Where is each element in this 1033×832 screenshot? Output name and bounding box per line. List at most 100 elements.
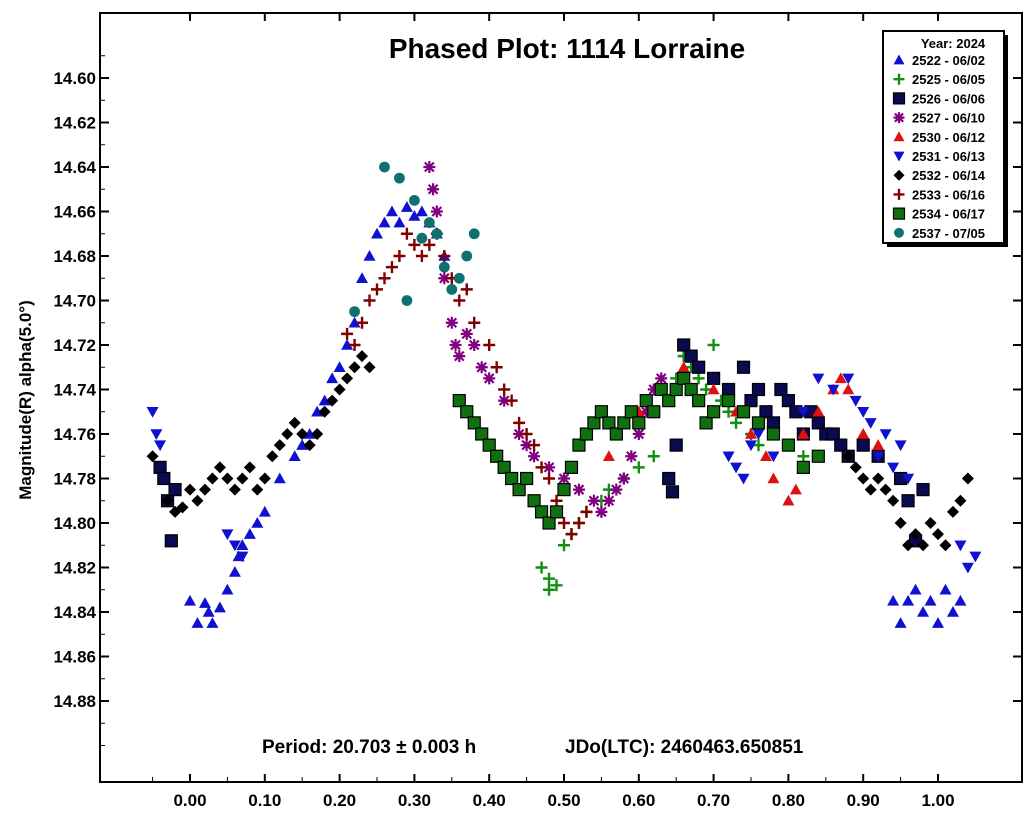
data-point: [766, 416, 781, 430]
data-point: [535, 561, 548, 574]
data-point: [400, 227, 413, 240]
data-point: [371, 283, 383, 296]
data-point: [558, 539, 570, 552]
data-point: [751, 416, 766, 430]
data-point: [348, 361, 361, 374]
data-point: [774, 382, 788, 397]
data-point: [438, 250, 451, 262]
data-point: [617, 472, 630, 485]
data-point: [797, 406, 810, 418]
data-point: [864, 418, 877, 429]
data-point: [438, 261, 450, 273]
data-point: [744, 394, 758, 408]
data-point: [228, 540, 241, 552]
data-point: [707, 383, 720, 395]
data-point: [236, 539, 249, 551]
data-point: [528, 439, 541, 452]
plot-frame: [99, 12, 1023, 783]
data-point: [206, 472, 219, 485]
data-point: [894, 440, 907, 452]
data-point: [558, 472, 570, 485]
data-point: [699, 416, 713, 430]
data-point: [191, 617, 204, 628]
data-point: [827, 384, 840, 396]
data-point: [296, 439, 309, 450]
legend-marker: [893, 73, 905, 85]
data-point: [153, 460, 167, 474]
data-point: [460, 327, 473, 340]
data-point: [303, 439, 316, 452]
data-point: [236, 551, 249, 563]
data-point: [251, 517, 264, 528]
legend-marker: [894, 227, 904, 238]
x-tick-label: 1.00: [921, 791, 954, 810]
data-point: [766, 427, 781, 441]
data-point: [872, 439, 885, 450]
data-point: [700, 383, 713, 396]
data-point: [543, 572, 556, 585]
data-point: [826, 427, 840, 441]
data-point: [438, 272, 451, 285]
data-point: [961, 562, 974, 574]
data-point: [557, 483, 571, 497]
data-point: [834, 372, 847, 384]
data-point: [939, 539, 952, 552]
data-point: [617, 416, 631, 430]
data-point: [677, 338, 691, 352]
data-point: [468, 339, 481, 351]
data-point: [512, 483, 526, 497]
data-point: [535, 461, 548, 474]
data-point: [730, 416, 743, 429]
data-point: [251, 483, 264, 496]
data-point: [154, 440, 167, 452]
series-2531: [146, 373, 982, 574]
data-point: [423, 161, 436, 173]
data-point: [647, 450, 660, 463]
data-point: [543, 583, 556, 596]
data-point: [303, 428, 316, 439]
data-point: [736, 360, 751, 374]
data-point: [483, 339, 496, 351]
data-point: [378, 216, 391, 228]
data-point: [446, 283, 458, 295]
data-point: [946, 505, 959, 518]
data-point: [961, 472, 974, 485]
data-point: [745, 428, 757, 439]
data-point: [625, 450, 638, 463]
data-point: [221, 472, 234, 485]
data-point: [228, 483, 241, 496]
data-point: [864, 483, 877, 496]
data-point: [662, 394, 676, 408]
data-point: [706, 371, 721, 385]
data-point: [857, 428, 870, 439]
data-point: [326, 372, 339, 384]
x-tick-label: 0.50: [547, 791, 580, 810]
legend: Year: 2024 2522 - 06/02 2525 - 06/05 2526 …: [882, 30, 1008, 247]
series-2526: [153, 338, 930, 548]
data-point: [632, 428, 645, 440]
x-tick-label: 0.80: [772, 791, 805, 810]
data-point: [647, 405, 661, 419]
data-point: [550, 579, 563, 592]
data-point: [475, 361, 488, 374]
y-tick-label: 14.78: [53, 470, 96, 489]
y-tick-label: 14.72: [53, 336, 96, 355]
legend-label: 2534 - 06/17: [912, 207, 985, 222]
data-point: [356, 350, 369, 363]
chart-title: Phased Plot: 1114 Lorraine: [389, 33, 745, 64]
data-point: [449, 339, 462, 351]
legend-items: 2522 - 06/02 2525 - 06/05 2526 - 06/06 2527…: [892, 53, 986, 241]
series-2527: [423, 161, 668, 518]
data-point: [258, 472, 271, 485]
series-2537: [349, 161, 480, 318]
data-point: [348, 339, 361, 351]
y-tick-label: 14.62: [53, 114, 96, 133]
legend-marker: [893, 169, 905, 181]
legend-label: 2533 - 06/16: [912, 187, 985, 202]
data-point: [393, 216, 406, 228]
data-point: [894, 517, 907, 529]
data-point: [879, 429, 892, 440]
data-point: [692, 360, 706, 374]
data-point: [767, 472, 780, 484]
data-point: [692, 372, 705, 385]
